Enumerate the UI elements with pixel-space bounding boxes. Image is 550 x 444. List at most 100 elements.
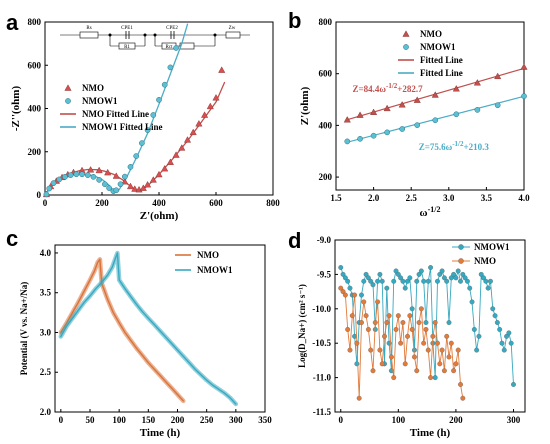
point-nmo (183, 136, 192, 143)
point-nmow1 (416, 271, 422, 277)
point-nmow1 (144, 127, 151, 133)
x-tick-label: 50 (86, 415, 96, 425)
point-nmow1 (399, 126, 406, 132)
x-tick-label: 0 (339, 415, 344, 425)
x-tick-label: 150 (142, 415, 156, 425)
point-nmo (428, 375, 434, 381)
point-nmo (121, 177, 129, 185)
point-nmow1 (441, 275, 447, 281)
point-nmow1 (446, 320, 452, 326)
y-tick-label: 2.0 (40, 407, 52, 417)
y-tick-label: 800 (319, 17, 333, 27)
point-nmow1 (43, 191, 50, 198)
point-nmow1 (402, 285, 408, 291)
x-axis-title: Time (h) (140, 427, 181, 439)
point-nmow1 (494, 102, 501, 109)
point-nmow1 (167, 64, 174, 71)
point-nmow1 (453, 275, 459, 281)
point-nmow1 (361, 278, 367, 284)
circuit-resistor-rs (79, 31, 99, 39)
x-tick-label: 300 (229, 415, 243, 425)
legend-nmow1-label: NMOW1 (82, 96, 118, 106)
plot-frame (44, 21, 274, 196)
x-tick-label: 3.0 (443, 193, 455, 203)
point-nmow1 (357, 135, 363, 142)
point-nmow1 (340, 271, 346, 277)
circuit-label-rct: Rct (166, 45, 174, 50)
point-nmo (377, 347, 383, 353)
point-nmo (349, 313, 355, 319)
legend-nmo-fit-label: NMO Fitted Line (82, 109, 149, 119)
point-nmo (455, 347, 461, 353)
x-tick-label: 200 (95, 198, 109, 208)
point-nmo (347, 347, 353, 353)
panel-letter-c: c (6, 226, 18, 251)
point-nmow1 (173, 45, 179, 51)
point-nmow1 (113, 187, 120, 194)
circuit-label-cpe2: CPE2 (166, 26, 178, 31)
point-nmo (384, 320, 390, 326)
x-tick-label: 3.5 (481, 193, 493, 203)
point-nmow1 (474, 107, 481, 113)
point-nmo (345, 326, 351, 332)
point-nmow1 (391, 278, 397, 284)
point-nmo (393, 326, 399, 332)
point-nmow1 (370, 282, 376, 288)
point-nmow1 (102, 181, 108, 188)
x-tick-label: 1.5 (330, 193, 342, 203)
legend-nmo-label: NMO (420, 29, 442, 39)
point-nmo (201, 111, 209, 118)
point-nmow1 (432, 117, 439, 124)
point-nmow1 (428, 265, 434, 270)
point-nmow1 (476, 333, 482, 339)
circuit-label-cpe1: CPE1 (121, 26, 133, 31)
legend-nmow1-label: NMOW1 (420, 42, 456, 52)
point-nmow1 (451, 271, 457, 277)
point-nmo (431, 91, 439, 98)
point-nmow1 (435, 278, 440, 284)
y-tick-label: 400 (319, 120, 333, 130)
point-nmo (416, 320, 422, 326)
point-nmo (155, 170, 163, 178)
point-nmow1 (398, 275, 404, 281)
panel-d: d 0 100 200 300 -11.5 -11.0 -10.5 -10.0 -9.5 -9.0 T… (288, 228, 526, 439)
point-nmow1 (504, 333, 510, 339)
legend-nmow1-marker (458, 244, 464, 250)
point-nmo (365, 326, 371, 332)
point-nmo (423, 326, 429, 332)
point-nmow1 (497, 326, 503, 332)
point-nmo (166, 158, 174, 165)
point-nmo (340, 289, 346, 295)
legend-nmow1-fit-label: Fitted Line (420, 68, 463, 78)
point-nmow1 (407, 275, 413, 281)
point-nmo (87, 166, 95, 173)
point-nmo (206, 102, 214, 110)
point-nmo (421, 340, 427, 346)
point-nmow1 (395, 271, 401, 277)
point-nmow1 (363, 271, 369, 277)
series-nmow1-line (340, 267, 514, 385)
x-tick-label: 600 (209, 198, 223, 208)
point-nmo (189, 128, 197, 136)
y-tick-label: -11.5 (313, 407, 332, 417)
y-tick-label: 800 (28, 17, 42, 27)
point-nmow1 (423, 320, 429, 326)
point-nmo (444, 333, 450, 339)
point-nmow1 (478, 271, 484, 277)
point-nmow1 (492, 313, 498, 319)
point-nmo (356, 395, 362, 401)
point-nmow1 (455, 268, 461, 274)
point-nmow1 (425, 278, 431, 284)
point-nmow1 (73, 171, 80, 178)
point-nmow1 (437, 271, 443, 277)
point-nmo (218, 66, 226, 73)
x-axis-title: Z'(ohm) (140, 210, 179, 222)
point-nmo (383, 104, 391, 112)
point-nmow1 (414, 122, 421, 128)
point-nmow1 (460, 271, 466, 277)
point-nmow1 (409, 306, 415, 312)
x-tick-label: 250 (200, 415, 214, 425)
point-nmow1 (338, 265, 344, 270)
point-nmow1 (345, 278, 351, 284)
point-nmow1 (499, 340, 505, 346)
